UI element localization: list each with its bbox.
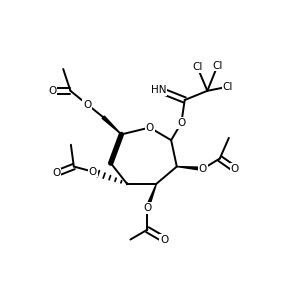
Text: HN: HN [151, 85, 166, 95]
Text: O: O [145, 122, 154, 133]
Text: O: O [177, 118, 185, 128]
Text: O: O [230, 164, 239, 174]
Text: O: O [52, 168, 60, 179]
Text: O: O [160, 235, 168, 245]
Polygon shape [177, 167, 203, 170]
Text: O: O [199, 164, 207, 174]
Text: O: O [88, 167, 97, 177]
Text: Cl: Cl [212, 60, 223, 71]
Text: O: O [48, 86, 56, 96]
Text: Cl: Cl [192, 62, 202, 72]
Text: O: O [83, 100, 92, 110]
Polygon shape [102, 116, 121, 134]
Text: O: O [143, 203, 152, 213]
Polygon shape [146, 184, 157, 208]
Text: Cl: Cl [223, 82, 233, 92]
